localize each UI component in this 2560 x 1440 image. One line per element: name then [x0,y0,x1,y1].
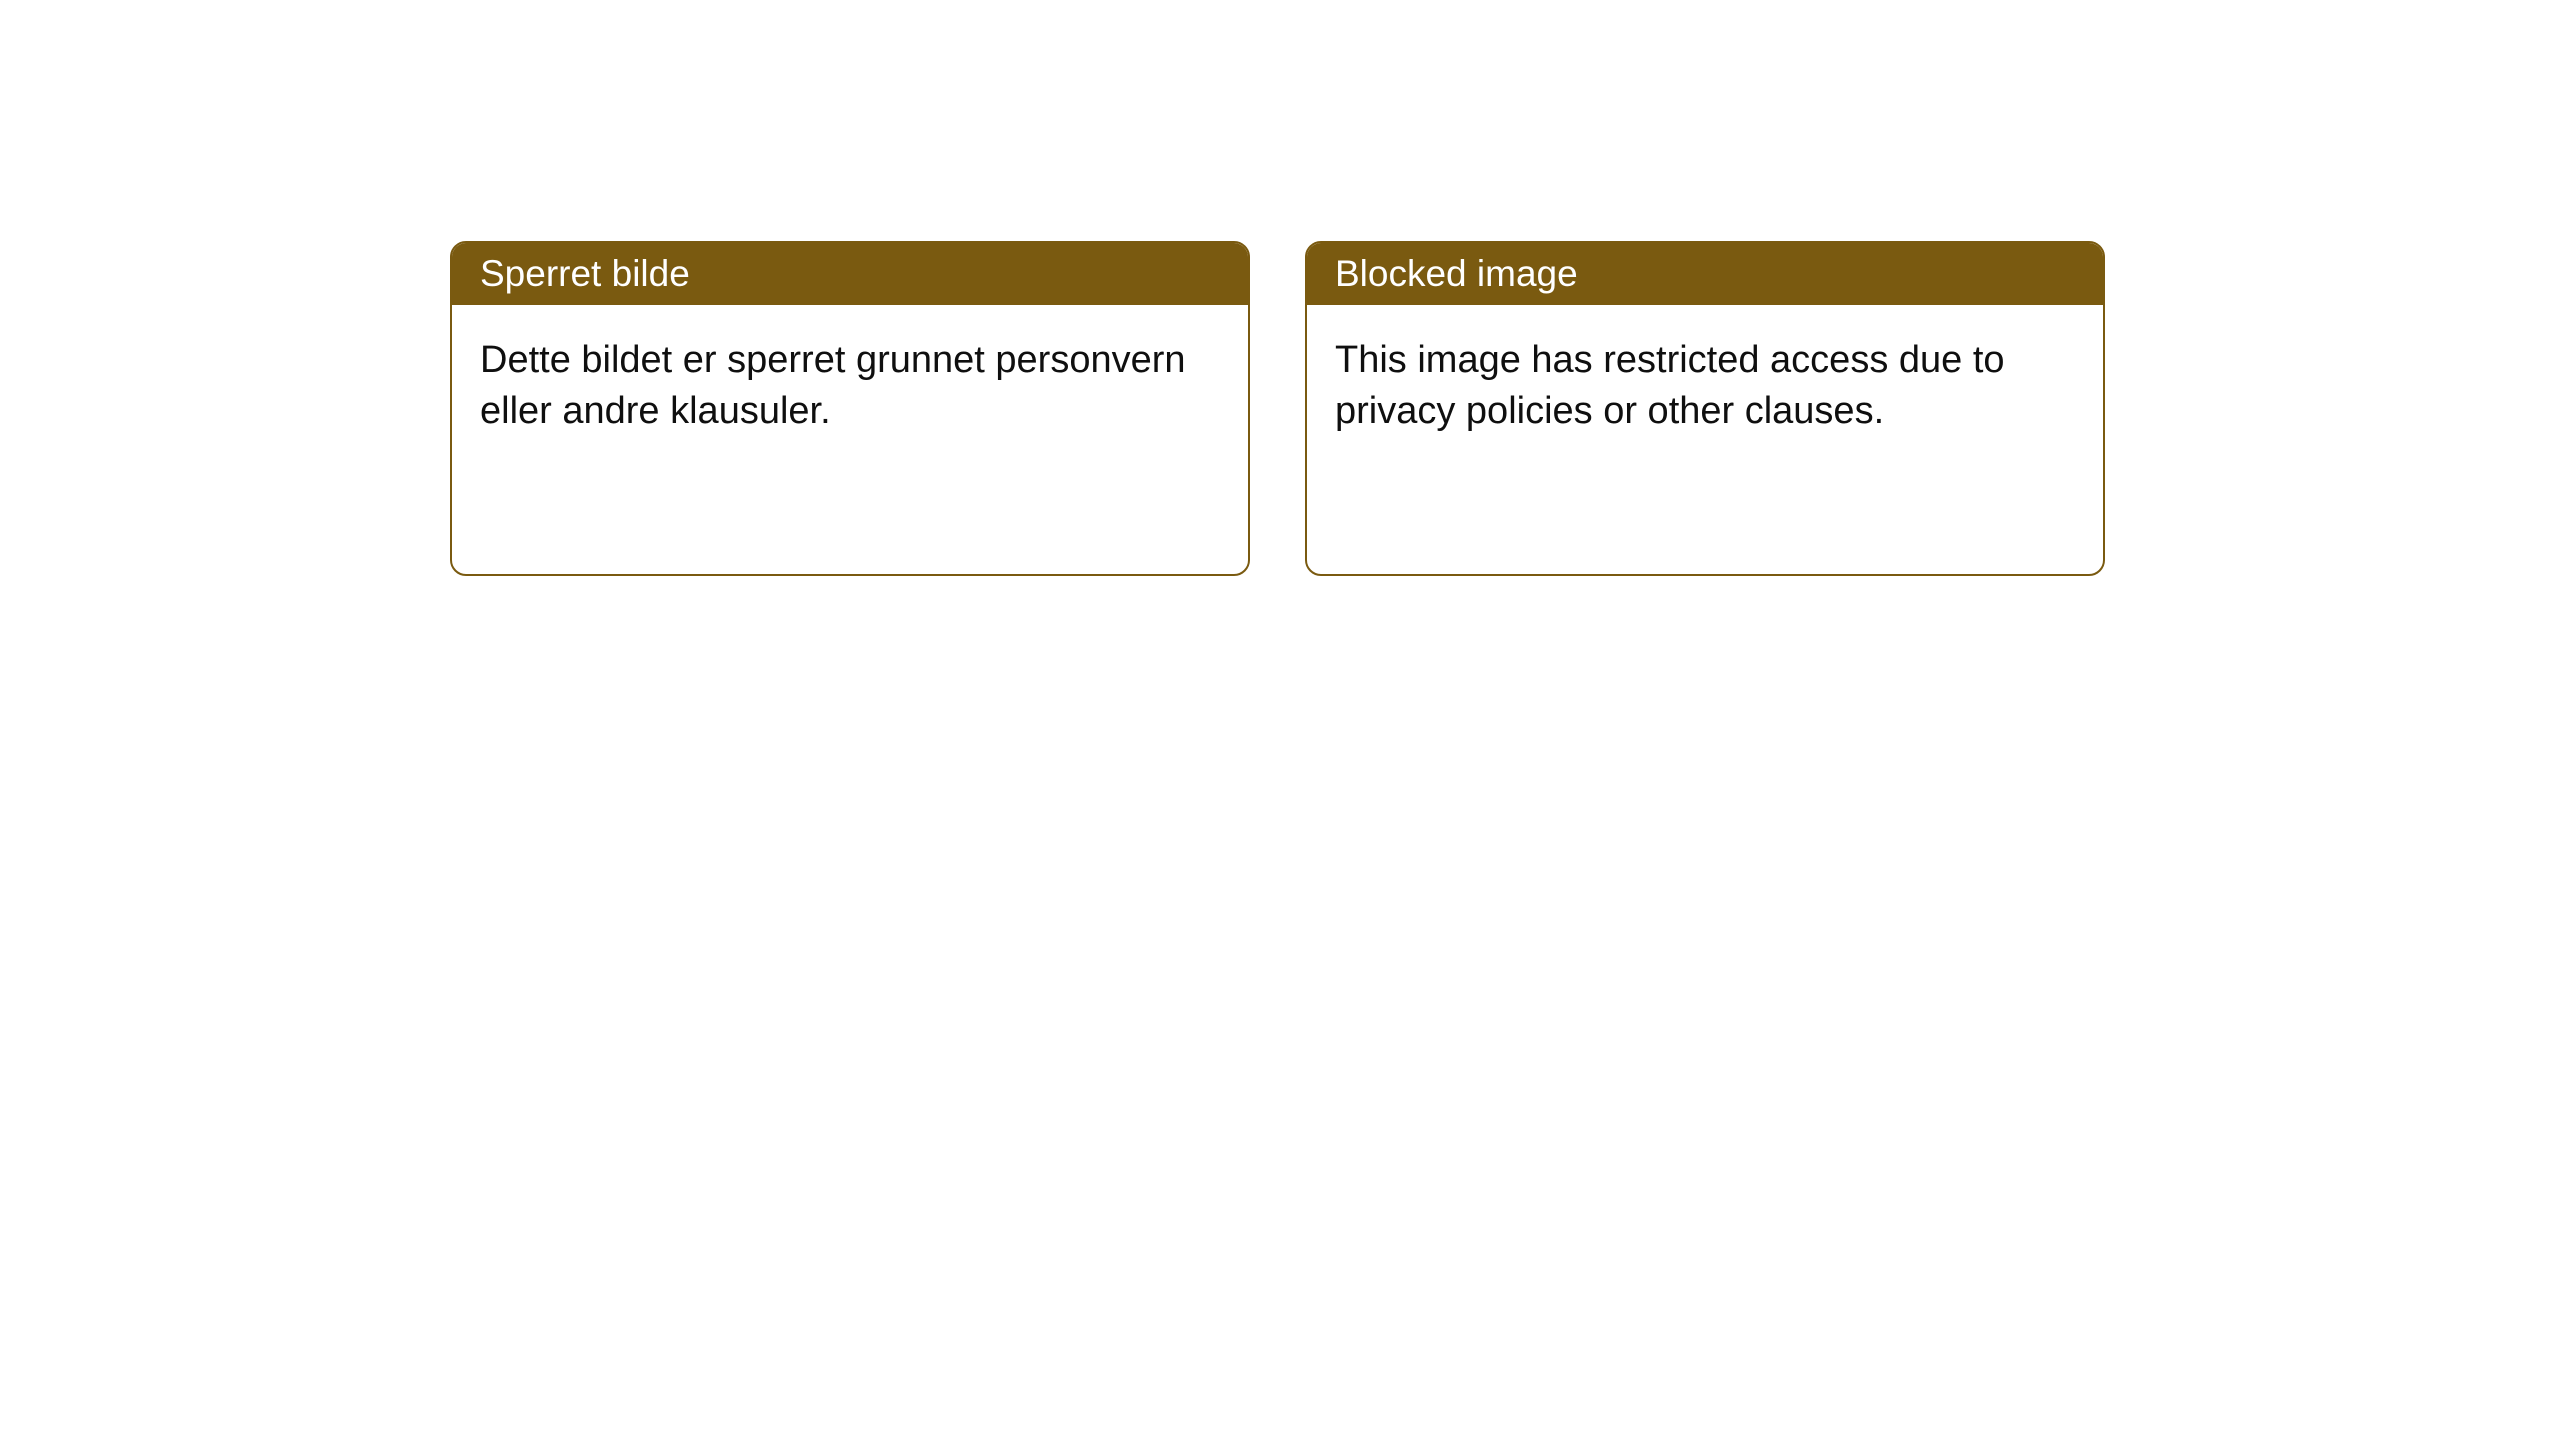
card-header: Sperret bilde [452,243,1248,305]
blocked-image-card-norwegian: Sperret bilde Dette bildet er sperret gr… [450,241,1250,576]
card-title: Sperret bilde [480,253,690,294]
card-title: Blocked image [1335,253,1578,294]
blocked-image-notice-container: Sperret bilde Dette bildet er sperret gr… [450,241,2105,576]
card-header: Blocked image [1307,243,2103,305]
card-body-text: Dette bildet er sperret grunnet personve… [480,339,1186,432]
card-body: Dette bildet er sperret grunnet personve… [452,305,1248,468]
card-body-text: This image has restricted access due to … [1335,339,2005,432]
blocked-image-card-english: Blocked image This image has restricted … [1305,241,2105,576]
card-body: This image has restricted access due to … [1307,305,2103,468]
